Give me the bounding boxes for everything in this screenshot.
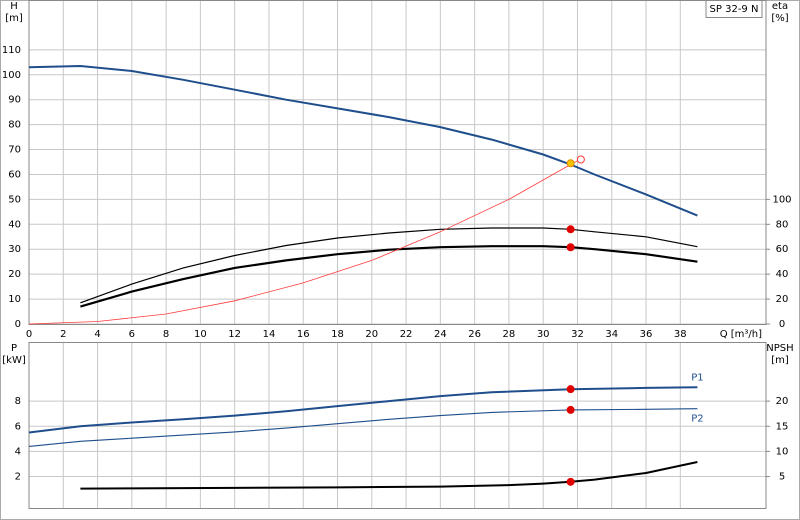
y2-tick-label: 60 — [776, 244, 789, 255]
x-tick-label: 4 — [94, 329, 100, 340]
curve — [80, 245, 698, 308]
x-tick-label: 18 — [331, 329, 344, 340]
x-tick-label: 6 — [129, 329, 135, 340]
point-marker — [566, 225, 575, 234]
point-marker — [566, 243, 575, 252]
x-tick-label: 24 — [434, 329, 447, 340]
curve-label: P1 — [691, 372, 703, 383]
y-tick-label: 90 — [8, 95, 21, 106]
plot-frame — [28, 342, 767, 509]
y-tick-label: 10 — [8, 294, 21, 305]
curve-label: P2 — [691, 414, 703, 425]
y-tick-label: 20 — [8, 269, 21, 280]
y2-tick-label: 0 — [779, 319, 785, 330]
y-axis-label: [kW] — [2, 355, 26, 366]
y2-axis-label: eta — [772, 1, 788, 12]
y2-tick-label: 5 — [779, 472, 785, 483]
x-tick-label: 0 — [26, 329, 32, 340]
y-tick-label: 110 — [2, 45, 21, 56]
y-tick-label: 8 — [15, 396, 21, 407]
y-tick-label: 4 — [15, 446, 21, 457]
x-tick-label: 22 — [400, 329, 413, 340]
x-tick-label: 34 — [605, 329, 618, 340]
y-tick-label: 80 — [8, 120, 21, 131]
y2-tick-label: 10 — [776, 446, 789, 457]
curve — [28, 64, 698, 217]
y-tick-label: 0 — [15, 319, 21, 330]
y2-tick-label: 20 — [776, 294, 789, 305]
y2-tick-label: 80 — [776, 219, 789, 230]
legend-box — [705, 0, 763, 18]
x-tick-label: 16 — [297, 329, 310, 340]
curve — [80, 461, 698, 490]
x-tick-label: 14 — [263, 329, 276, 340]
plot-frame — [28, 0, 767, 325]
y-tick-label: 6 — [15, 421, 21, 432]
y2-axis-label: [m] — [771, 355, 789, 366]
y2-tick-label: 100 — [772, 194, 791, 205]
y-tick-label: 30 — [8, 244, 21, 255]
x-tick-label: 32 — [571, 329, 584, 340]
x-tick-label: 30 — [537, 329, 550, 340]
x-tick-label: 2 — [60, 329, 66, 340]
x-tick-label: 10 — [194, 329, 207, 340]
point-marker — [566, 477, 575, 486]
y-tick-label: 60 — [8, 169, 21, 180]
y2-axis-label: [%] — [771, 13, 788, 24]
x-tick-label: 12 — [228, 329, 241, 340]
x-tick-label: 20 — [365, 329, 378, 340]
y-tick-label: 70 — [8, 145, 21, 156]
y-tick-label: 50 — [8, 194, 21, 205]
y2-tick-label: 15 — [776, 421, 789, 432]
curve — [28, 160, 578, 325]
x-tick-label: 36 — [640, 329, 653, 340]
x-axis-label: Q [m³/h] — [720, 329, 762, 340]
y2-tick-label: 20 — [776, 396, 789, 407]
y2-axis-label: NPSH — [766, 343, 793, 354]
point-marker — [576, 155, 585, 164]
x-tick-label: 26 — [468, 329, 481, 340]
y-tick-label: 40 — [8, 219, 21, 230]
curve — [80, 227, 698, 304]
y2-tick-label: 40 — [776, 269, 789, 280]
y-axis-label: P — [11, 343, 17, 354]
y-axis-label: [m] — [5, 13, 23, 24]
point-marker — [566, 405, 575, 414]
point-marker — [566, 159, 575, 168]
x-tick-label: 8 — [163, 329, 169, 340]
x-tick-label: 38 — [674, 329, 687, 340]
y-axis-label: H — [10, 1, 18, 12]
x-tick-label: 28 — [503, 329, 516, 340]
y-tick-label: 2 — [15, 472, 21, 483]
y-tick-label: 100 — [2, 70, 21, 81]
model-label: SP 32-9 N — [710, 4, 759, 15]
point-marker — [566, 385, 575, 394]
